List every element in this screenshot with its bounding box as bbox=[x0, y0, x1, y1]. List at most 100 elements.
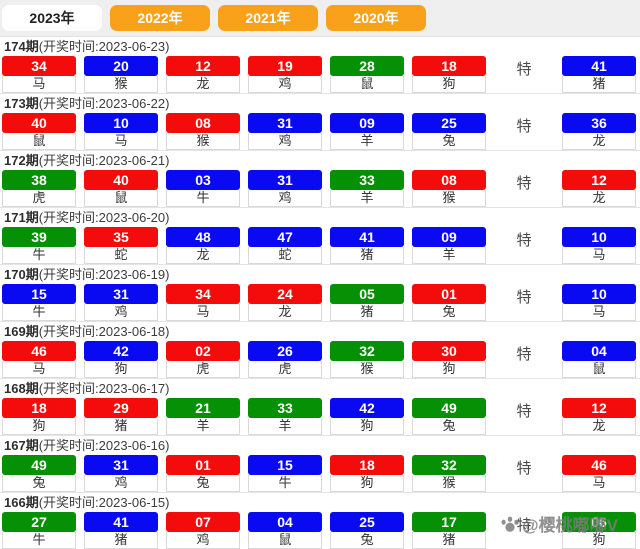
number-cell: 38 虎 bbox=[2, 170, 76, 207]
tab-year-2020[interactable]: 2020年 bbox=[326, 5, 426, 31]
zodiac-label: 狗 bbox=[330, 418, 404, 435]
number-box: 41 bbox=[84, 512, 158, 532]
draw-row: 167期(开奖时间:2023-06-16) 49 兔 31 鸡 01 兔 15 牛 18 狗 32 猴特… bbox=[0, 435, 640, 492]
year-tabbar: 2023年 2022年 2021年 2020年 bbox=[0, 0, 640, 36]
zodiac-label: 龙 bbox=[562, 190, 636, 207]
tab-year-2023[interactable]: 2023年 bbox=[2, 5, 102, 31]
draw-time-label: (开奖时间:2023-06-23) bbox=[38, 39, 170, 54]
number-box: 01 bbox=[412, 284, 486, 304]
number-box: 33 bbox=[248, 398, 322, 418]
draw-header: 174期(开奖时间:2023-06-23) bbox=[0, 39, 640, 54]
draw-row: 170期(开奖时间:2023-06-19) 15 牛 31 鸡 34 马 24 龙 05 猪 01 兔特… bbox=[0, 264, 640, 321]
draw-header: 169期(开奖时间:2023-06-18) bbox=[0, 324, 640, 339]
zodiac-label: 羊 bbox=[412, 247, 486, 264]
number-box: 26 bbox=[248, 341, 322, 361]
zodiac-label: 鼠 bbox=[330, 76, 404, 93]
number-cell: 02 虎 bbox=[166, 341, 240, 378]
number-cell: 10 马 bbox=[84, 113, 158, 150]
zodiac-label: 马 bbox=[84, 133, 158, 150]
number-box: 25 bbox=[330, 512, 404, 532]
zodiac-label: 蛇 bbox=[248, 247, 322, 264]
number-box: 12 bbox=[562, 170, 636, 190]
number-cell: 08 猴 bbox=[412, 170, 486, 207]
number-cell: 25 兔 bbox=[330, 512, 404, 549]
number-box: 10 bbox=[562, 284, 636, 304]
number-cell: 08 猴 bbox=[166, 113, 240, 150]
zodiac-label: 牛 bbox=[2, 532, 76, 549]
number-cell: 27 牛 bbox=[2, 512, 76, 549]
number-cell: 20 猴 bbox=[84, 56, 158, 93]
number-box: 49 bbox=[412, 398, 486, 418]
number-box: 41 bbox=[330, 227, 404, 247]
number-box: 01 bbox=[166, 455, 240, 475]
number-cell: 40 鼠 bbox=[2, 113, 76, 150]
draw-cells: 39 牛 35 蛇 48 龙 47 蛇 41 猪 09 羊特 10 马 bbox=[2, 227, 638, 264]
draw-period-label: 169期 bbox=[4, 324, 39, 339]
zodiac-label: 龙 bbox=[248, 304, 322, 321]
number-box: 38 bbox=[2, 170, 76, 190]
zodiac-label: 猪 bbox=[412, 532, 486, 549]
draw-row: 168期(开奖时间:2023-06-17) 18 狗 29 猪 21 羊 33 羊 42 狗 49 兔特… bbox=[0, 378, 640, 435]
draw-row: 171期(开奖时间:2023-06-20) 39 牛 35 蛇 48 龙 47 蛇 41 猪 09 羊特… bbox=[0, 207, 640, 264]
zodiac-label: 猴 bbox=[412, 475, 486, 492]
zodiac-label: 鸡 bbox=[248, 133, 322, 150]
tab-year-2021[interactable]: 2021年 bbox=[218, 5, 318, 31]
draw-cells: 18 狗 29 猪 21 羊 33 羊 42 狗 49 兔特 12 龙 bbox=[2, 398, 638, 435]
zodiac-label: 虎 bbox=[248, 361, 322, 378]
number-box: 08 bbox=[412, 170, 486, 190]
number-cell: 41 猪 bbox=[84, 512, 158, 549]
number-box: 40 bbox=[2, 113, 76, 133]
draw-header: 173期(开奖时间:2023-06-22) bbox=[0, 96, 640, 111]
number-box: 04 bbox=[562, 341, 636, 361]
number-box: 25 bbox=[412, 113, 486, 133]
draw-header: 172期(开奖时间:2023-06-21) bbox=[0, 153, 640, 168]
number-box: 15 bbox=[248, 455, 322, 475]
number-box: 29 bbox=[84, 398, 158, 418]
draw-time-label: (开奖时间:2023-06-19) bbox=[38, 267, 170, 282]
draw-period-label: 168期 bbox=[4, 381, 39, 396]
zodiac-label: 牛 bbox=[2, 304, 76, 321]
zodiac-label: 羊 bbox=[248, 418, 322, 435]
number-box: 09 bbox=[330, 113, 404, 133]
number-cell: 42 狗 bbox=[330, 398, 404, 435]
zodiac-label: 鸡 bbox=[248, 76, 322, 93]
number-box: 06 bbox=[562, 512, 636, 532]
tab-year-2022[interactable]: 2022年 bbox=[110, 5, 210, 31]
number-box: 39 bbox=[2, 227, 76, 247]
number-cell: 30 狗 bbox=[412, 341, 486, 378]
draw-time-label: (开奖时间:2023-06-16) bbox=[38, 438, 170, 453]
zodiac-label: 猪 bbox=[330, 247, 404, 264]
special-marker: 特 bbox=[516, 232, 532, 249]
number-box: 42 bbox=[330, 398, 404, 418]
number-box: 31 bbox=[84, 455, 158, 475]
number-cell: 21 羊 bbox=[166, 398, 240, 435]
number-box: 42 bbox=[84, 341, 158, 361]
zodiac-label: 牛 bbox=[248, 475, 322, 492]
zodiac-label: 虎 bbox=[2, 190, 76, 207]
number-box: 32 bbox=[330, 341, 404, 361]
special-number-cell: 41 猪 bbox=[562, 56, 636, 93]
zodiac-label: 兔 bbox=[330, 532, 404, 549]
number-cell: 07 鸡 bbox=[166, 512, 240, 549]
draw-period-label: 166期 bbox=[4, 495, 39, 510]
special-marker: 特 bbox=[516, 403, 532, 420]
number-cell: 29 猪 bbox=[84, 398, 158, 435]
number-box: 21 bbox=[166, 398, 240, 418]
number-cell: 31 鸡 bbox=[84, 284, 158, 321]
number-cell: 19 鸡 bbox=[248, 56, 322, 93]
draw-cells: 40 鼠 10 马 08 猴 31 鸡 09 羊 25 兔特 36 龙 bbox=[2, 113, 638, 150]
draw-header: 168期(开奖时间:2023-06-17) bbox=[0, 381, 640, 396]
zodiac-label: 猪 bbox=[84, 418, 158, 435]
number-box: 32 bbox=[412, 455, 486, 475]
number-box: 41 bbox=[562, 56, 636, 76]
special-number-cell: 06 狗 bbox=[562, 512, 636, 549]
zodiac-label: 龙 bbox=[562, 418, 636, 435]
number-cell: 17 猪 bbox=[412, 512, 486, 549]
number-box: 03 bbox=[166, 170, 240, 190]
number-box: 27 bbox=[2, 512, 76, 532]
zodiac-label: 龙 bbox=[562, 133, 636, 150]
number-box: 07 bbox=[166, 512, 240, 532]
number-cell: 42 狗 bbox=[84, 341, 158, 378]
number-box: 47 bbox=[248, 227, 322, 247]
special-marker: 特 bbox=[516, 118, 532, 135]
